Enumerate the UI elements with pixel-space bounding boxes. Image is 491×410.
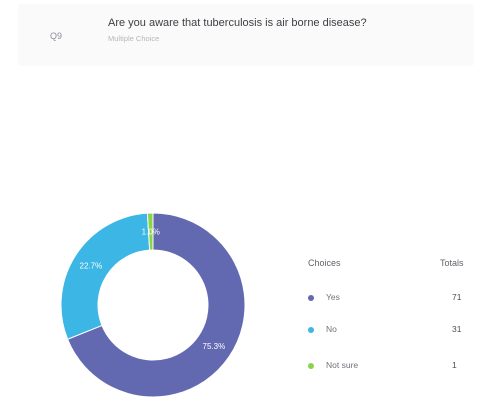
slice-no[interactable] [60,212,151,340]
legend-total-no: 31 [452,324,462,334]
legend-label-no: No [326,324,337,334]
slice-yes[interactable] [66,212,246,398]
legend-label-not-sure: Not sure [326,360,359,370]
question-type: Multiple Choice [108,34,160,43]
slice-label-no: 22.7% [80,262,103,271]
question-text: Are you aware that tuberculosis is air b… [108,17,367,29]
legend-choices-header: Choices [308,258,341,268]
legend-row-yes: Yes 71 [304,292,474,306]
slice-label-yes: 75.3% [203,342,226,351]
legend-total-not-sure: 1 [452,360,457,370]
slice-not-sure[interactable] [146,212,154,251]
legend-label-yes: Yes [326,292,340,302]
legend-total-yes: 71 [452,292,462,302]
legend-row-no: No 31 [304,324,474,338]
legend-dot-no [308,327,314,333]
legend-row-not-sure: Not sure 1 [304,360,474,374]
slice-label-not-sure: 1.0% [142,228,160,237]
legend-dot-not-sure [308,363,314,369]
question-card: Q9 Are you aware that tuberculosis is ai… [18,4,474,66]
question-number: Q9 [50,31,63,41]
legend-dot-yes [308,295,314,301]
legend-totals-header: Totals [440,258,464,268]
